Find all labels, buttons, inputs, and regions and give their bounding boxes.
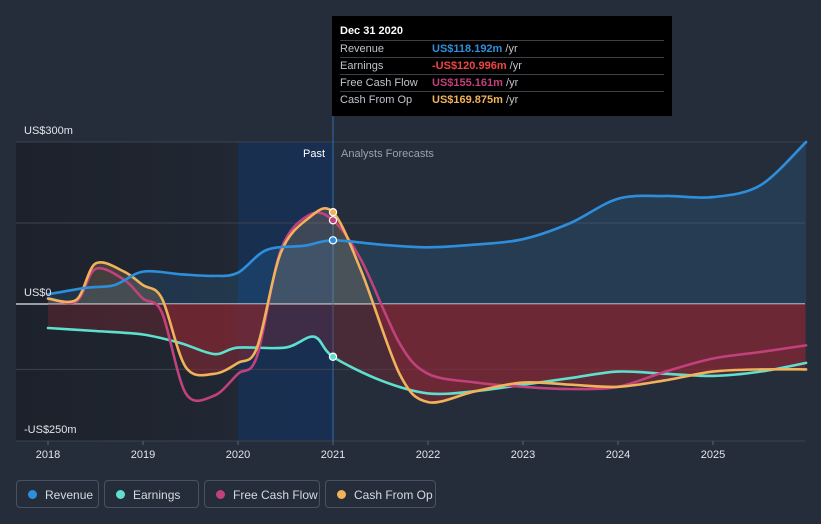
- tooltip-value: US$155.161m /yr: [432, 77, 519, 89]
- legend-label: Earnings: [133, 488, 181, 502]
- tooltip-row-earnings: Earnings -US$120.996m /yr: [340, 57, 664, 74]
- legend-item-earnings[interactable]: Earnings: [104, 480, 199, 508]
- series-line-earnings: [46, 326, 808, 396]
- x-tick-label: 2021: [321, 449, 345, 461]
- chart-lines: [46, 140, 808, 404]
- x-tick-label: 2022: [416, 449, 440, 461]
- series-line-revenue: [46, 140, 808, 296]
- series-line-cash-from-op: [46, 207, 808, 404]
- tooltip-row-free-cash-flow: Free Cash Flow US$155.161m /yr: [340, 74, 664, 91]
- x-tick-label: 2025: [701, 449, 725, 461]
- data-point-marker-earnings: [328, 352, 338, 361]
- data-point-marker-cash-from-op: [328, 207, 338, 217]
- legend-label: Free Cash Flow: [233, 488, 318, 502]
- tooltip-label: Free Cash Flow: [340, 77, 418, 89]
- x-tick-label: 2018: [36, 449, 60, 461]
- chart-markers: [328, 207, 338, 361]
- legend-dot: [28, 490, 37, 499]
- legend-item-free-cash-flow[interactable]: Free Cash Flow: [204, 480, 320, 508]
- chart-labels: US$300m US$0 -US$250m 2018 2019 2020 2021 2022 2…: [24, 125, 725, 461]
- tooltip-value: US$169.875m /yr: [432, 94, 519, 106]
- highlight-region: [238, 142, 333, 441]
- x-tick-label: 2023: [511, 449, 535, 461]
- tooltip-value: US$118.192m /yr: [432, 43, 518, 55]
- revenue-area: [48, 142, 807, 304]
- legend-dot: [216, 490, 225, 499]
- forecast-label: Analysts Forecasts: [341, 148, 434, 160]
- x-tick-label: 2024: [606, 449, 630, 461]
- y-tick-label: US$0: [24, 287, 52, 299]
- data-point-marker-free-cash-flow: [328, 216, 338, 225]
- cash-from-op-negative-area: [48, 304, 805, 403]
- legend-dot: [337, 490, 346, 499]
- x-tick-label: 2020: [226, 449, 250, 461]
- tooltip-row-revenue: Revenue US$118.192m /yr: [340, 40, 664, 57]
- tooltip-value: -US$120.996m /yr: [432, 60, 522, 72]
- legend-label: Revenue: [45, 488, 94, 502]
- tooltip-label: Cash From Op: [340, 94, 413, 106]
- y-tick-label: -US$250m: [24, 424, 77, 436]
- tooltip-row-cash-from-op: Cash From Op US$169.875m /yr: [340, 91, 664, 108]
- tooltip-date: Dec 31 2020: [340, 25, 403, 37]
- legend-label: Cash From Op: [354, 488, 433, 502]
- past-label: Past: [303, 148, 325, 160]
- legend-item-revenue[interactable]: Revenue: [16, 480, 99, 508]
- tooltip-label: Earnings: [340, 60, 384, 72]
- data-point-marker-revenue: [328, 236, 338, 245]
- tooltip-label: Revenue: [340, 43, 385, 55]
- x-tick-label: 2019: [131, 449, 155, 461]
- data-tooltip: Dec 31 2020 Revenue US$118.192m /yr Earn…: [332, 16, 672, 116]
- y-tick-label: US$300m: [24, 125, 73, 137]
- legend-dot: [116, 490, 125, 499]
- cash-from-op-positive-area: [48, 208, 805, 304]
- legend-item-cash-from-op[interactable]: Cash From Op: [325, 480, 436, 508]
